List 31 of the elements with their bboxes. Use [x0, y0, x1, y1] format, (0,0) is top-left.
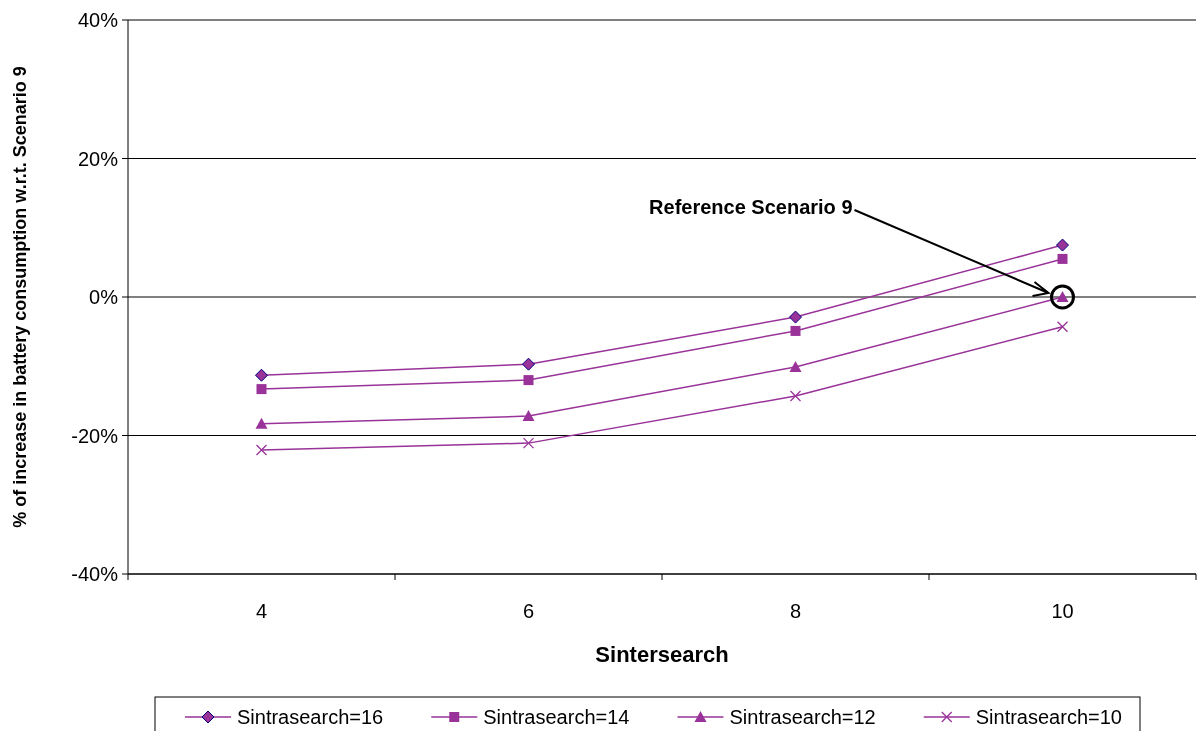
- legend-label: Sintrasearch=16: [237, 706, 384, 728]
- point: [789, 360, 802, 372]
- legend-label: Sintrasearch=12: [729, 706, 876, 728]
- y-axis-title: % of increase in battery consumption w.r.t. Scenario 9: [10, 66, 30, 528]
- point: [522, 357, 535, 371]
- x-tick-label: 6: [522, 600, 535, 622]
- point: [1057, 253, 1068, 264]
- y-tick-label: 0%: [89, 286, 119, 308]
- annotation: Reference Scenario 9: [649, 196, 853, 218]
- point: [523, 375, 534, 386]
- point: [255, 417, 268, 429]
- point: [789, 310, 802, 324]
- point: [255, 444, 268, 456]
- x-tick-label: 10: [1051, 600, 1074, 622]
- point: [790, 325, 801, 336]
- legend-label: Sintrasearch=14: [483, 706, 630, 728]
- point: [522, 437, 535, 449]
- legend-label: Sintrasearch=10: [975, 706, 1122, 728]
- y-tick-label: -40%: [71, 563, 119, 585]
- y-tick-label: -20%: [71, 424, 119, 447]
- point: [255, 368, 268, 382]
- x-axis-title: Sintersearch: [595, 642, 729, 667]
- point: [1056, 321, 1069, 333]
- point: [522, 410, 535, 422]
- point: [256, 384, 267, 395]
- x-tick-label: 8: [789, 600, 802, 622]
- y-tick-label: 20%: [77, 147, 119, 170]
- x-tick-label: 4: [255, 600, 268, 622]
- y-tick-label: 40%: [77, 9, 119, 31]
- point: [1056, 238, 1069, 252]
- point: [789, 390, 802, 402]
